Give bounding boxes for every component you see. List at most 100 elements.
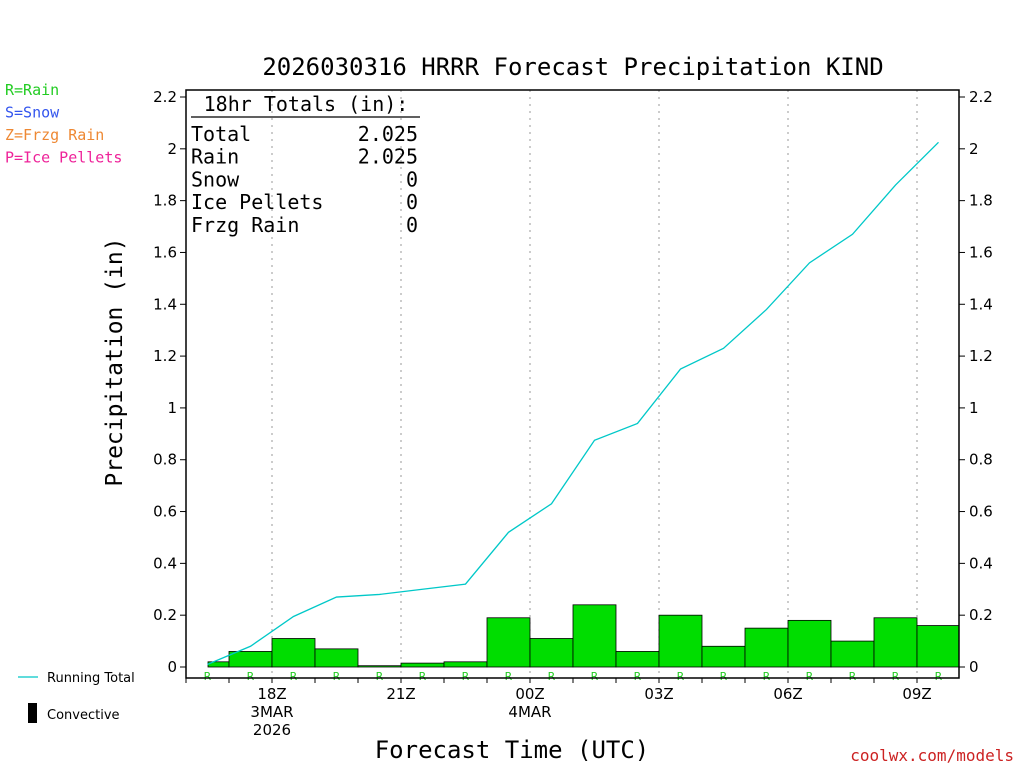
- y-axis-right: 0 0.2 0.4 0.6 0.8 1 1.2 1.4 1.6 1.8 2 2.2: [959, 88, 993, 676]
- hourly-bar: [357, 665, 402, 668]
- precip-type-marker: R: [247, 670, 255, 683]
- x-tick-label: 3MAR: [250, 703, 293, 721]
- chart-title: 2026030316 HRRR Forecast Precipitation K…: [262, 53, 883, 81]
- totals-row-value: 0: [406, 167, 418, 191]
- y-tick-label: 1: [167, 399, 177, 417]
- plot-frame: [185, 89, 960, 679]
- y-tick-label: 0.4: [969, 554, 993, 572]
- totals-box: 18hr Totals (in): Total 2.025 Rain 2.025 Sno…: [191, 92, 420, 237]
- y-axis-left: 0 0.2 0.4 0.6 0.8 1 1.2 1.4 1.6 1.8 2 2.2: [153, 88, 186, 676]
- hourly-bar: [529, 638, 574, 668]
- totals-header: 18hr Totals (in):: [204, 92, 409, 116]
- y-tick-label: 0: [167, 658, 177, 676]
- precip-type-marker: R: [419, 670, 427, 683]
- precip-type-key-item: S=Snow: [5, 104, 60, 122]
- y-tick-label: 1.2: [969, 347, 993, 365]
- hourly-bar: [443, 661, 488, 668]
- y-tick-label: 2.2: [969, 88, 993, 106]
- hourly-bar: [314, 648, 359, 668]
- legend: Running Total Convective: [18, 671, 135, 723]
- precip-type-key-item: Z=Frzg Rain: [5, 126, 104, 144]
- precip-type-key-item: R=Rain: [5, 81, 59, 99]
- y-tick-label: 1.2: [153, 347, 177, 365]
- y-tick-label: 0: [969, 658, 979, 676]
- precip-type-marker: R: [849, 670, 857, 683]
- y-tick-label: 1.8: [153, 192, 177, 210]
- y-tick-label: 1.4: [153, 295, 177, 313]
- totals-row-value: 0: [406, 190, 418, 214]
- totals-row-value: 2.025: [358, 122, 418, 146]
- hourly-bar: [615, 651, 660, 668]
- precip-type-marker: R: [333, 670, 341, 683]
- hourly-bar: [400, 662, 445, 668]
- y-axis-label: Precipitation (in): [102, 237, 128, 486]
- x-tick-label: 03Z: [644, 685, 673, 703]
- y-tick-label: 1: [969, 399, 979, 417]
- precip-type-marker: R: [290, 670, 298, 683]
- totals-row-value: 2.025: [358, 145, 418, 169]
- hourly-bar: [271, 638, 316, 668]
- totals-row-label: Frzg Rain: [191, 213, 299, 237]
- precip-type-marker: R: [634, 670, 642, 683]
- x-tick-label: 21Z: [386, 685, 415, 703]
- hourly-bar: [228, 651, 273, 668]
- x-tick-label: 06Z: [773, 685, 802, 703]
- precip-type-marker: R: [462, 670, 470, 683]
- totals-row-label: Rain: [191, 145, 239, 169]
- y-tick-label: 1.8: [969, 192, 993, 210]
- convective-swatch: [28, 703, 37, 723]
- running-total-label: Running Total: [47, 671, 135, 686]
- precip-type-marker: R: [935, 670, 943, 683]
- precip-type-marker: R: [677, 670, 685, 683]
- hourly-bar: [658, 614, 703, 668]
- precip-type-key-item: P=Ice Pellets: [5, 149, 122, 167]
- hourly-bars: [207, 604, 960, 668]
- precip-type-key: R=Rain S=Snow Z=Frzg Rain P=Ice Pellets: [5, 81, 122, 167]
- hourly-bar: [830, 640, 875, 668]
- hourly-bar: [873, 617, 918, 668]
- x-tick-label: 18Z: [257, 685, 286, 703]
- y-tick-label: 0.2: [969, 606, 993, 624]
- y-tick-label: 2: [167, 140, 177, 158]
- grid-lines: [271, 90, 918, 678]
- y-tick-label: 0.6: [153, 503, 177, 521]
- totals-row-label: Snow: [191, 167, 240, 191]
- y-tick-label: 0.8: [969, 451, 993, 469]
- hourly-bar: [787, 619, 832, 668]
- hourly-bar: [701, 645, 746, 668]
- running-total-line: [207, 141, 939, 666]
- totals-row-label: Total: [191, 122, 251, 146]
- x-axis-label: Forecast Time (UTC): [375, 736, 650, 764]
- x-tick-label: 00Z: [515, 685, 544, 703]
- y-tick-label: 1.4: [969, 295, 993, 313]
- y-tick-label: 1.6: [969, 243, 993, 261]
- y-tick-label: 2: [969, 140, 979, 158]
- y-tick-label: 0.6: [969, 503, 993, 521]
- hourly-bar: [744, 627, 789, 668]
- precip-type-marker: R: [376, 670, 384, 683]
- convective-label: Convective: [47, 708, 120, 723]
- precip-type-marker: R: [505, 670, 513, 683]
- precip-type-marker: R: [591, 670, 599, 683]
- precip-type-marker: R: [720, 670, 728, 683]
- y-tick-label: 0.4: [153, 554, 177, 572]
- y-tick-label: 1.6: [153, 243, 177, 261]
- precip-type-marker: R: [892, 670, 900, 683]
- totals-row-value: 0: [406, 213, 418, 237]
- credit-text: coolwx.com/models: [850, 746, 1014, 765]
- hourly-bar: [916, 625, 960, 668]
- totals-row-label: Ice Pellets: [191, 190, 323, 214]
- y-tick-label: 0.8: [153, 451, 177, 469]
- x-tick-label: 4MAR: [508, 703, 551, 721]
- x-tick-label: 09Z: [902, 685, 931, 703]
- precip-type-marker: R: [806, 670, 814, 683]
- hourly-bar: [572, 604, 617, 668]
- precip-type-marker: R: [763, 670, 771, 683]
- x-tick-label: 2026: [253, 721, 291, 739]
- precip-type-marker: R: [548, 670, 556, 683]
- y-tick-label: 2.2: [153, 88, 177, 106]
- y-tick-label: 0.2: [153, 606, 177, 624]
